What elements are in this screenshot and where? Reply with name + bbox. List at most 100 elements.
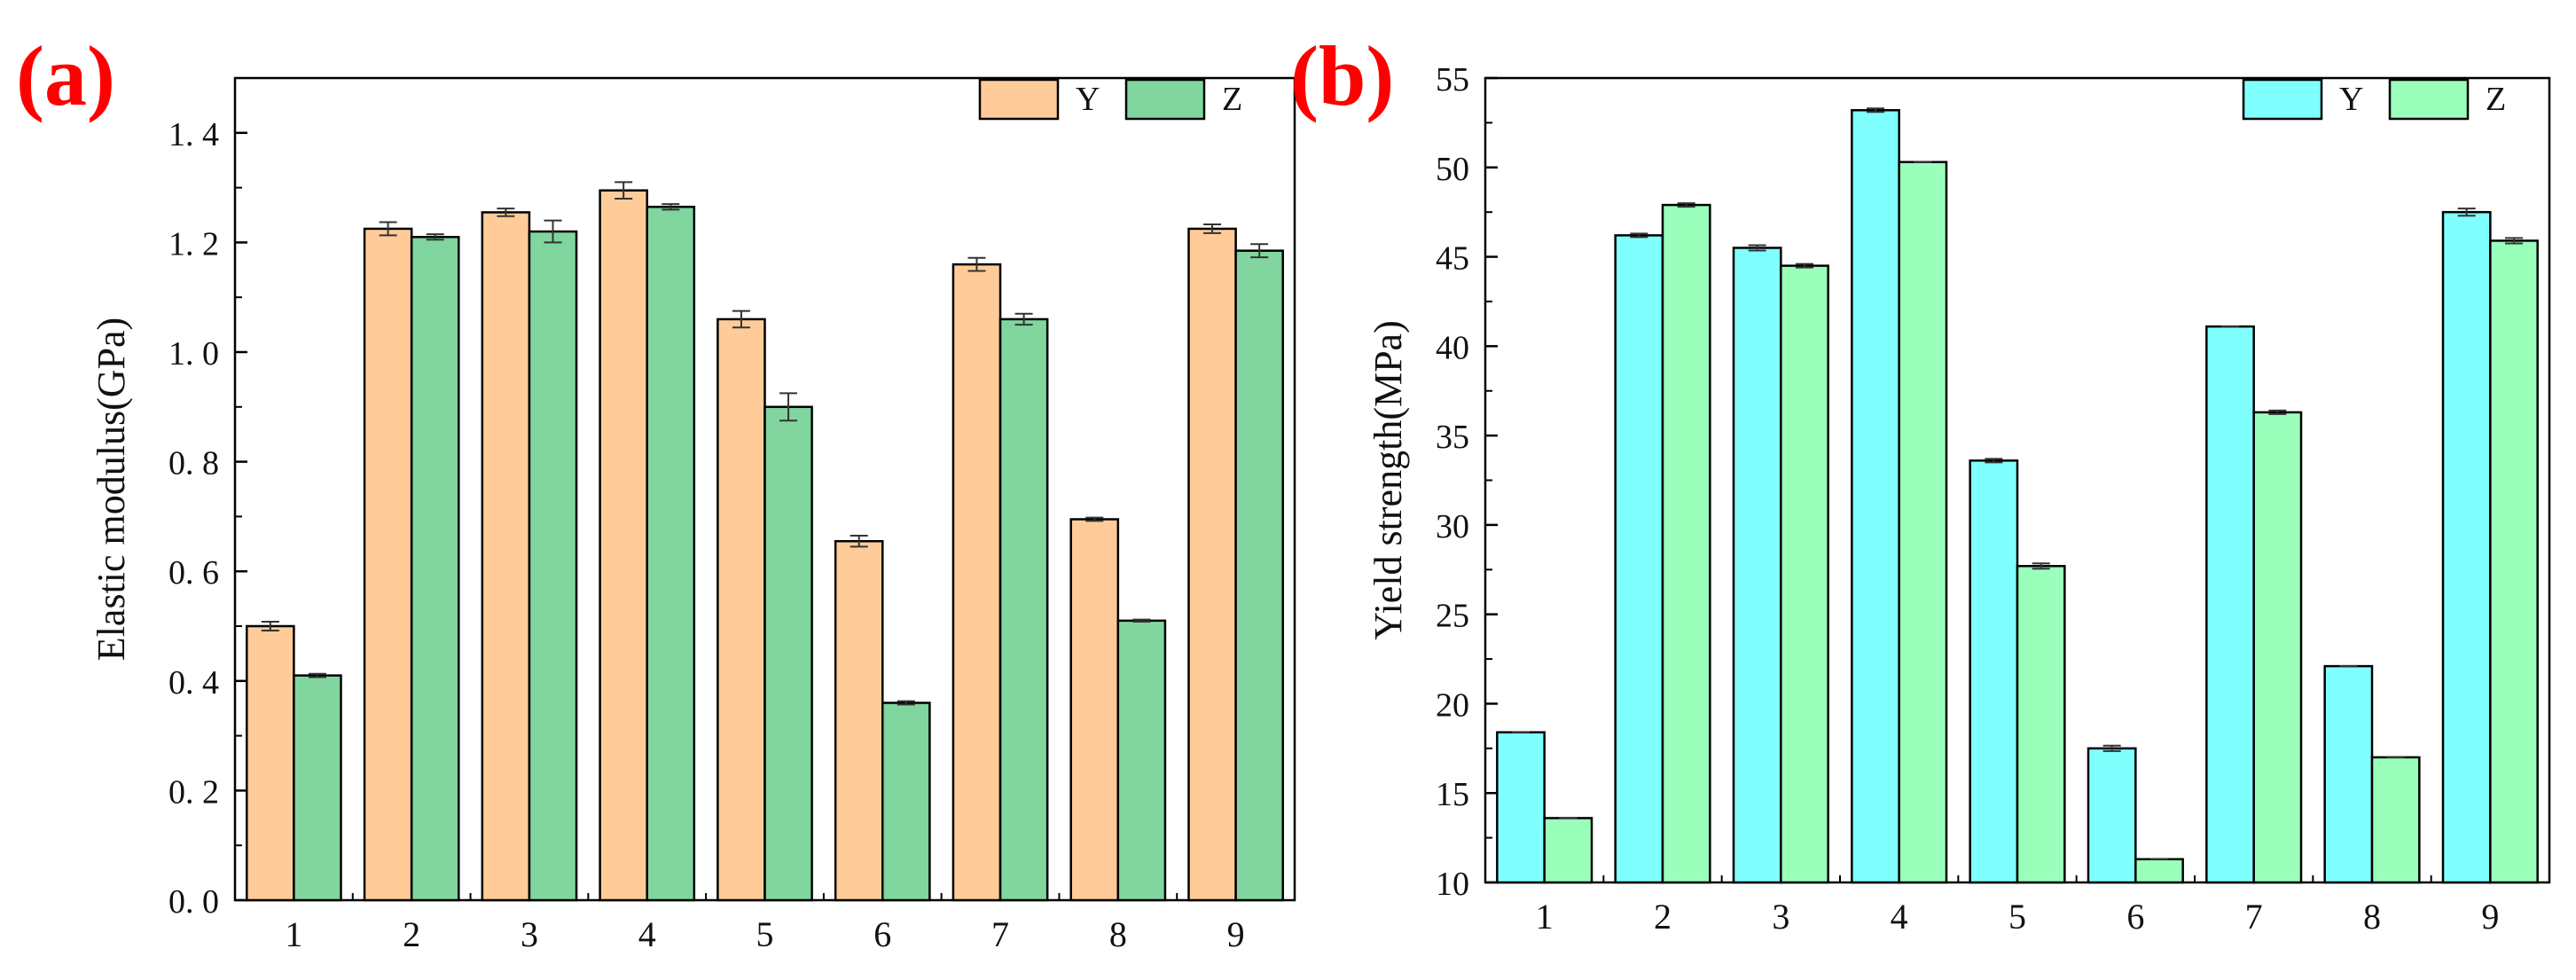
panel-b-errorbar-z-7 (2268, 409, 2287, 415)
panel-b-bar-y-8 (2323, 664, 2374, 884)
panel-b-errorbar-y-9 (2457, 208, 2476, 217)
panel-b-xtick-label: 7 (2245, 897, 2263, 937)
panel-a-bar-z-7 (998, 318, 1049, 902)
panel-a-ytick-label: 0. 8 (168, 445, 219, 482)
panel-a-bar-y-3 (481, 211, 531, 902)
panel-b-bar-y-5 (1969, 459, 2019, 884)
panel-b-bar-y-9 (2441, 210, 2492, 884)
panel-b-ytick-label: 20 (1436, 686, 1469, 724)
panel-b-bar-y-7 (2205, 325, 2255, 884)
panel-a-errorbar-z-8 (1132, 618, 1151, 623)
panel-a-bar-z-5 (763, 405, 813, 902)
panel-a-ytick-label: 0. 6 (168, 554, 219, 592)
panel-a-errorbar-z-5 (779, 392, 798, 422)
panel-b-bar-z-9 (2489, 239, 2539, 884)
panel-b-bar-y-3 (1732, 247, 1782, 884)
panel-b-bar-y-1 (1496, 731, 1546, 884)
panel-b-bar-z-6 (2134, 858, 2184, 884)
panel-a-errorbar-z-4 (662, 203, 680, 211)
panel-b-xtick-label: 5 (2008, 897, 2026, 937)
panel-b-legend-label-y: Y (2339, 81, 2363, 118)
panel-a-errorbar-z-9 (1250, 243, 1269, 259)
panel-a-xtick-label: 2 (403, 914, 420, 954)
panel-a-bar-z-1 (293, 674, 342, 902)
panel-b-bar-z-4 (1898, 161, 1948, 884)
panel-a-bar-y-4 (599, 189, 648, 902)
panel-b-xtick-label: 2 (1654, 897, 1672, 937)
panel-b-errorbar-z-3 (1796, 263, 1813, 269)
panel-b-legend-label-z: Z (2486, 81, 2506, 118)
panel-b-bar-y-2 (1614, 234, 1664, 884)
panel-a-errorbar-z-2 (426, 233, 444, 241)
panel-a-legend-swatch-z (1124, 78, 1206, 121)
panel-a-xtick-label: 4 (638, 914, 656, 954)
panel-b-ytick-label: 55 (1436, 61, 1469, 98)
panel-a-elastic-modulus: (a) 0. 0 0. 2 0. 4 0. 6 0. 8 1. 0 1. 2 1. 4 Elast… (16, 28, 1296, 954)
panel-a-xtick-label: 1 (285, 914, 302, 954)
panel-a-bar-y-5 (716, 318, 766, 902)
panel-b-errorbar-z-9 (2505, 237, 2523, 245)
panel-a-bar-z-8 (1116, 619, 1167, 902)
panel-b-xtick-label: 1 (1536, 897, 1554, 937)
panel-b-bar-z-7 (2252, 411, 2303, 884)
panel-a-xtick-label: 6 (873, 914, 891, 954)
panel-b-xtick-label: 8 (2363, 897, 2381, 937)
panel-a-legend-label-y: Y (1076, 81, 1100, 118)
panel-a-ytick-label: 0. 4 (168, 664, 219, 702)
panel-b-errorbar-y-6 (2102, 744, 2121, 752)
panel-b-ytick-label: 25 (1436, 598, 1469, 635)
panel-a-bar-y-1 (246, 624, 295, 902)
panel-a-bar-y-6 (834, 539, 884, 902)
panel-a-label: (a) (16, 28, 115, 123)
panel-a-legend-swatch-y (978, 78, 1060, 121)
panel-b-errorbar-z-5 (2032, 562, 2050, 570)
panel-b-errorbar-y-2 (1630, 232, 1648, 239)
panel-a-errorbar-y-8 (1085, 516, 1104, 522)
panel-a-errorbar-y-1 (261, 621, 279, 631)
panel-b-bar-z-2 (1661, 203, 1711, 884)
panel-a-errorbar-z-6 (897, 700, 915, 706)
panel-b-errorbar-y-3 (1748, 244, 1766, 252)
panel-b-xtick-label: 6 (2126, 897, 2144, 937)
panel-a-errorbar-z-1 (308, 672, 326, 678)
panel-a-xtick-label: 3 (521, 914, 538, 954)
panel-a-bar-y-2 (363, 227, 413, 902)
panel-b-ytick-label: 45 (1436, 240, 1469, 278)
panel-a-ylabel: Elastic modulus(GPa) (90, 318, 133, 661)
panel-a-bar-z-9 (1234, 249, 1284, 902)
panel-a-errorbar-y-7 (967, 256, 986, 272)
panel-b-xtick-label: 4 (1891, 897, 1908, 937)
panel-a-errorbar-z-7 (1014, 312, 1033, 326)
panel-b-bar-z-5 (2016, 564, 2066, 884)
panel-b-ytick-label: 50 (1436, 151, 1469, 188)
panel-a-errorbar-y-6 (850, 535, 868, 548)
panel-a-bar-z-2 (410, 235, 460, 902)
panel-b-ytick-label: 35 (1436, 419, 1469, 456)
panel-a-ytick-label: 0. 2 (168, 773, 219, 811)
panel-b-bar-z-1 (1543, 817, 1593, 884)
panel-a-xtick-label: 7 (991, 914, 1009, 954)
panel-a-legend-label-z: Z (1222, 81, 1242, 118)
panel-b-legend-swatch-y (2242, 78, 2323, 121)
panel-a-errorbar-y-3 (497, 208, 515, 217)
panel-a-bar-y-8 (1069, 518, 1120, 902)
panel-b-bar-z-3 (1780, 264, 1829, 884)
panel-a-errorbar-y-4 (615, 181, 633, 200)
panel-b-ytick-label: 30 (1436, 508, 1469, 545)
panel-a-xtick-label: 8 (1109, 914, 1127, 954)
panel-a-ytick-label: 1. 4 (168, 116, 219, 153)
panel-b-xtick-label: 9 (2481, 897, 2499, 937)
panel-b-errorbar-y-4 (1867, 107, 1884, 114)
panel-a-errorbar-y-5 (732, 310, 750, 329)
panel-b-label: (b) (1290, 28, 1394, 123)
panel-b-bar-y-6 (2087, 747, 2137, 884)
panel-b-xtick-label: 3 (1772, 897, 1789, 937)
panel-b-bar-y-4 (1851, 109, 1900, 884)
panel-a-bar-z-6 (881, 702, 931, 902)
panel-a-bar-z-3 (528, 230, 578, 902)
panel-a-bar-y-9 (1187, 227, 1237, 902)
panel-a-errorbar-y-9 (1203, 223, 1222, 234)
